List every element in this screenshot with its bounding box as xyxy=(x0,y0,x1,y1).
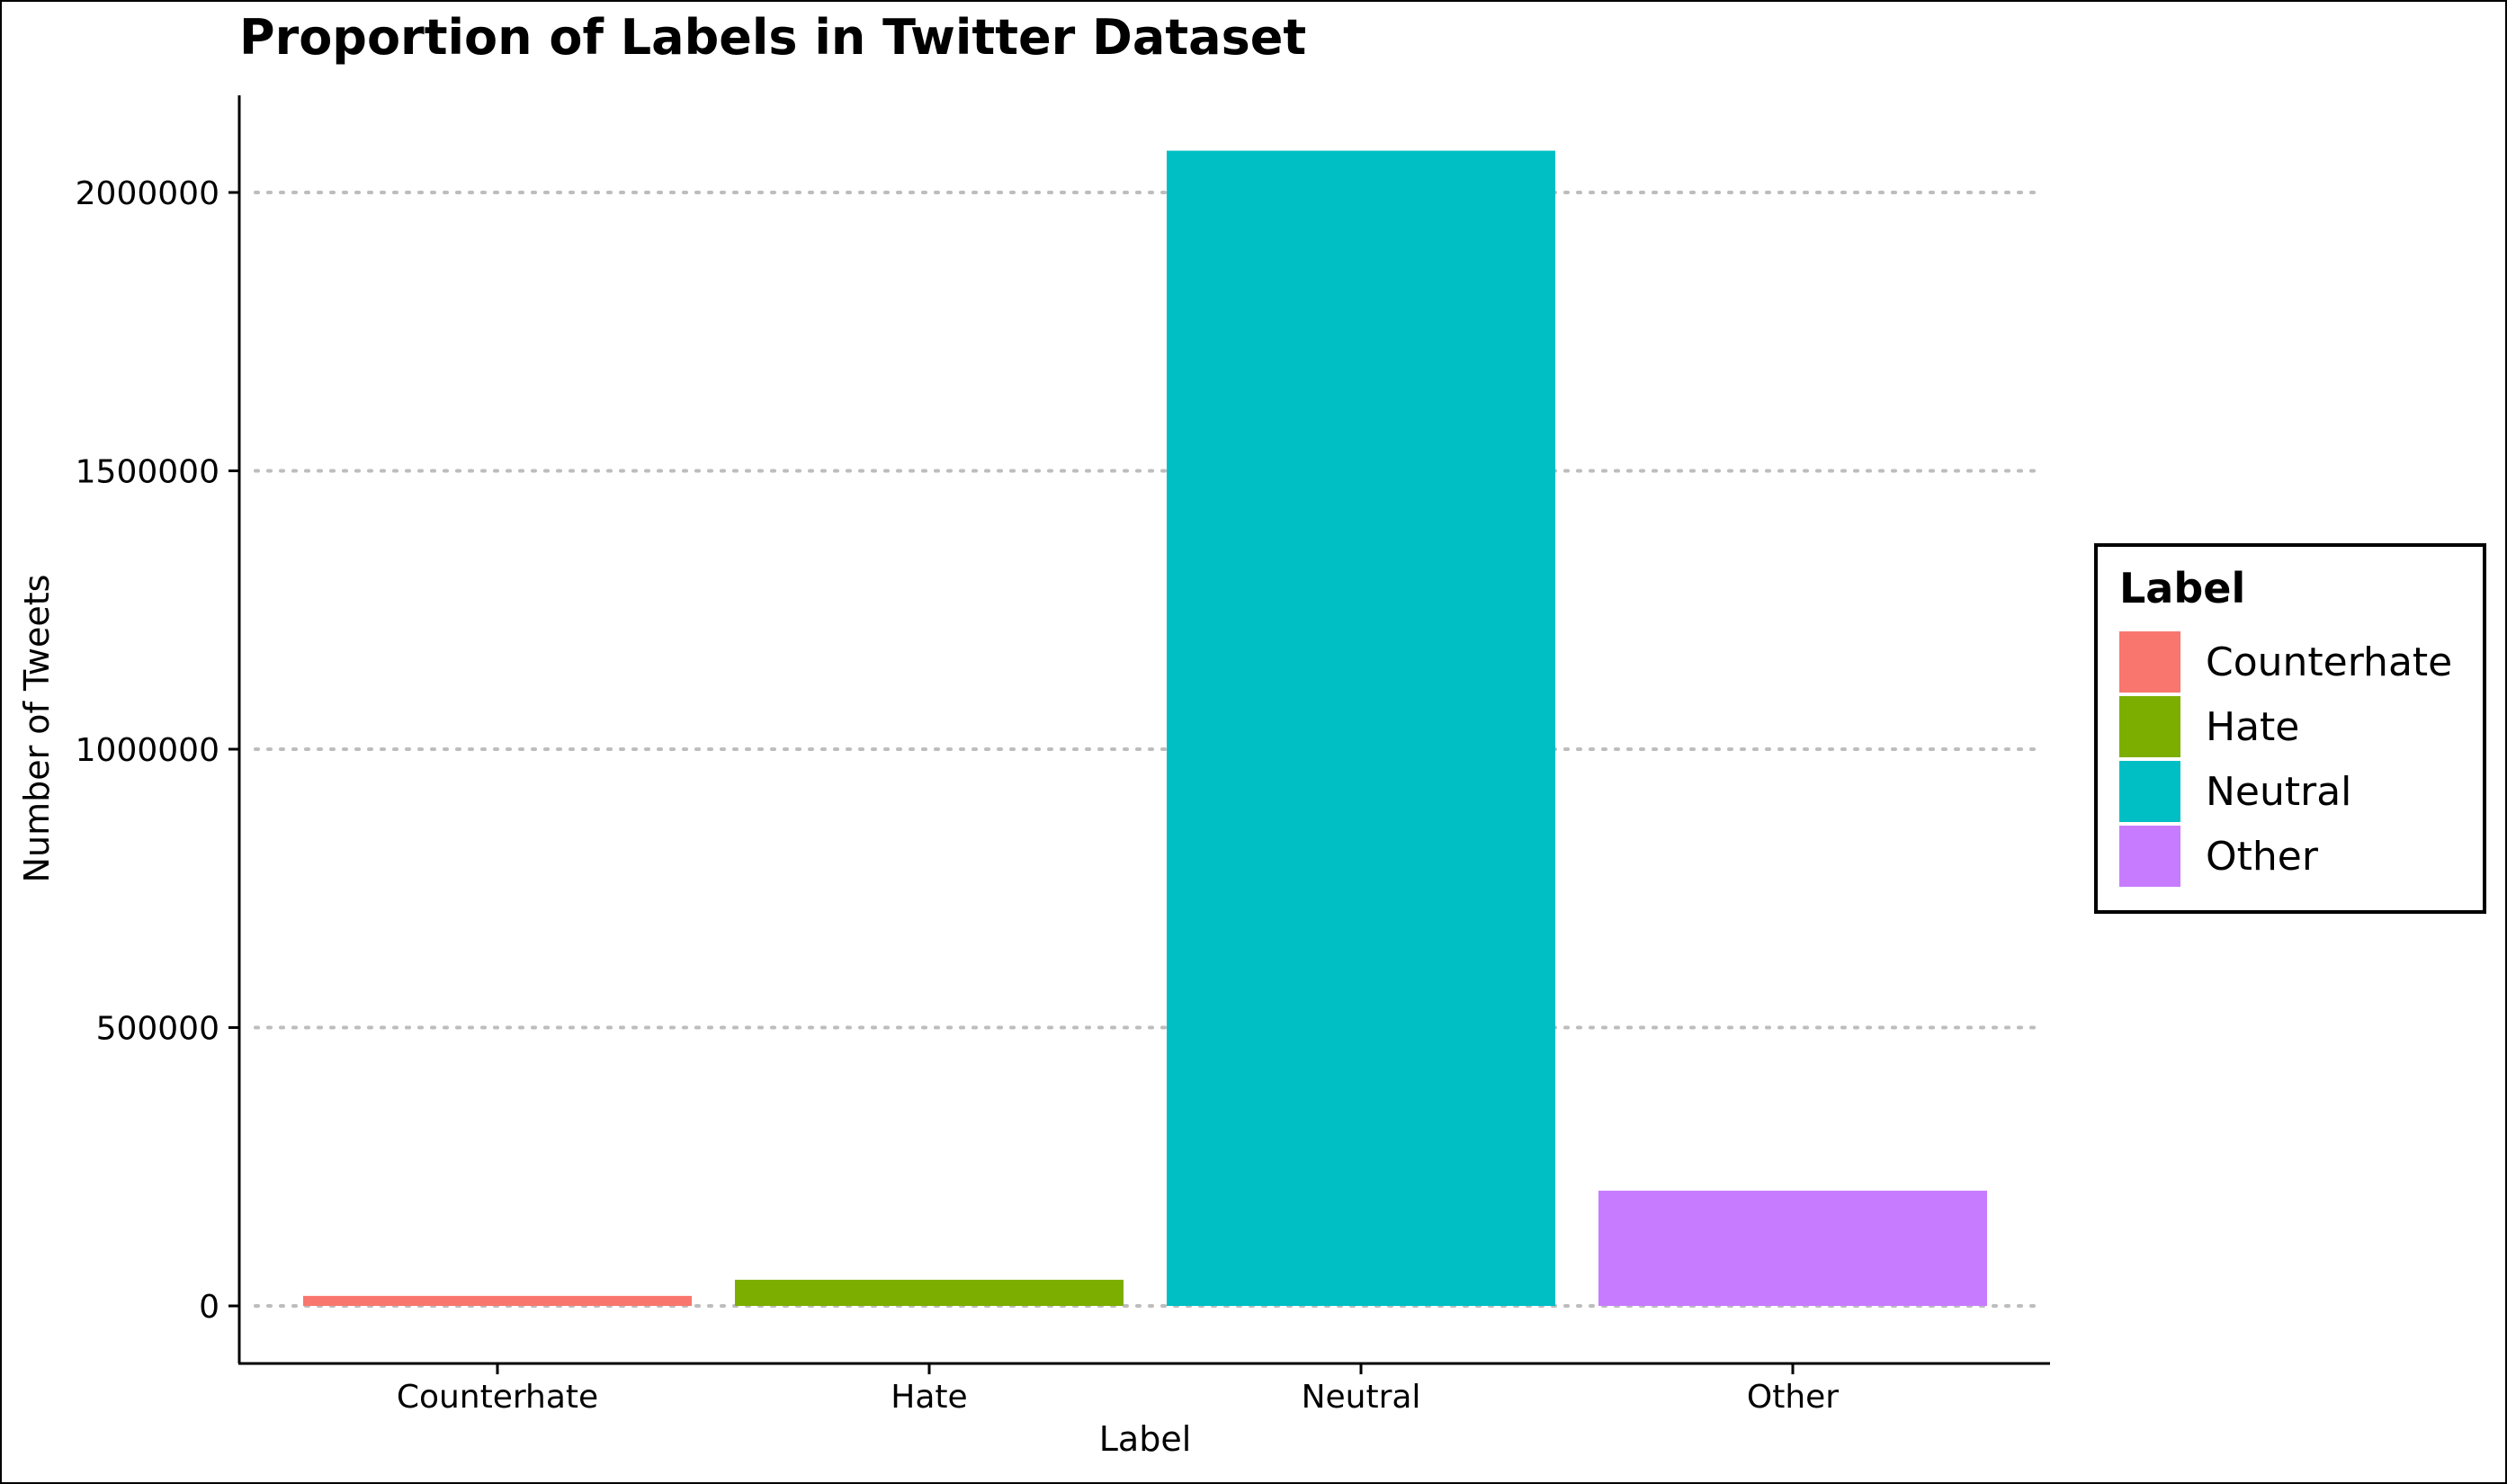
y-tick-label: 500000 xyxy=(96,1011,219,1048)
x-tick-label: Hate xyxy=(891,1379,967,1416)
y-tick-label: 0 xyxy=(199,1289,219,1326)
y-tick-label: 1000000 xyxy=(76,732,219,769)
legend-label: Hate xyxy=(2206,704,2299,750)
legend-label: Other xyxy=(2206,834,2319,880)
x-tick-label: Neutral xyxy=(1302,1379,1421,1416)
x-ticks: Counterhate Hate Neutral Other xyxy=(397,1363,1839,1416)
bar-neutral xyxy=(1167,150,1555,1307)
legend: Label Counterhate Hate Neutral Other xyxy=(2094,543,2486,914)
legend-swatch-other xyxy=(2119,826,2180,887)
x-tick-label: Counterhate xyxy=(397,1379,598,1416)
bars xyxy=(303,150,1987,1307)
legend-swatch-hate xyxy=(2119,696,2180,757)
x-tick-label: Other xyxy=(1747,1379,1839,1416)
legend-label: Neutral xyxy=(2206,769,2351,815)
legend-title: Label xyxy=(2119,564,2245,612)
chart-title: Proportion of Labels in Twitter Dataset xyxy=(239,9,1306,66)
y-tick-label: 1500000 xyxy=(76,454,219,491)
bar-hate xyxy=(735,1279,1124,1306)
bar-counterhate xyxy=(303,1295,692,1306)
legend-swatch-neutral xyxy=(2119,761,2180,822)
legend-swatch-counterhate xyxy=(2119,631,2180,693)
y-ticks: 0 500000 1000000 1500000 2000000 xyxy=(76,175,239,1326)
bar-other xyxy=(1598,1190,1987,1306)
y-axis-title: Number of Tweets xyxy=(17,575,57,883)
legend-label: Counterhate xyxy=(2206,639,2452,685)
x-axis-title: Label xyxy=(1099,1419,1192,1459)
y-tick-label: 2000000 xyxy=(76,175,219,212)
legend-items: Counterhate Hate Neutral Other xyxy=(2119,631,2452,887)
